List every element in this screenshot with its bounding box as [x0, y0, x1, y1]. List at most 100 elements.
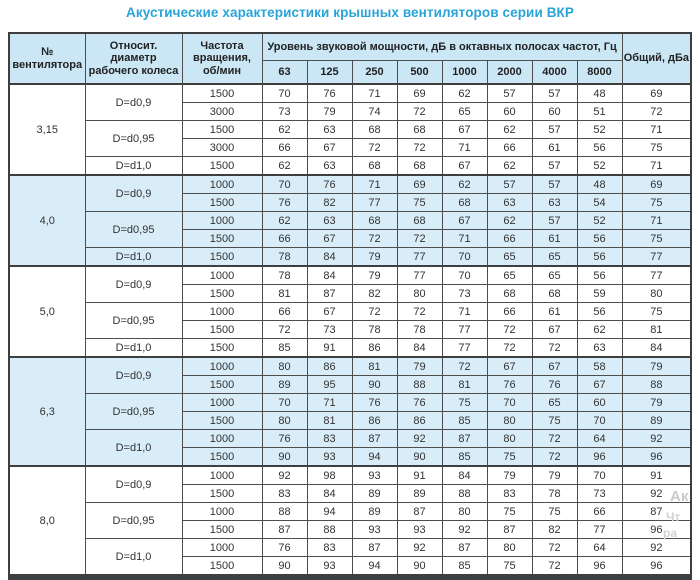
total-level-cell: 87: [621, 502, 692, 521]
sound-level-cell: 93: [396, 520, 443, 539]
sound-level-cell: 83: [261, 484, 308, 503]
sound-level-cell: 85: [441, 556, 488, 576]
sound-level-cell: 62: [441, 83, 488, 103]
table-row: D=d1,0 1500 78 84 79 77 70 65 65 56 77: [9, 247, 692, 267]
sound-level-cell: 90: [261, 556, 308, 576]
total-level-cell: 79: [621, 356, 692, 376]
total-level-cell: 92: [621, 538, 692, 557]
sound-level-cell: 71: [441, 302, 488, 321]
sound-level-cell: 63: [306, 120, 353, 139]
sound-level-cell: 66: [486, 229, 533, 248]
rpm-cell: 1500: [181, 447, 263, 467]
frequency-column-header: 2000: [486, 60, 533, 85]
sound-level-cell: 68: [351, 156, 398, 176]
sound-level-cell: 87: [441, 538, 488, 557]
sound-level-cell: 72: [486, 338, 533, 358]
rpm-cell: 1500: [181, 229, 263, 248]
sound-level-cell: 86: [351, 338, 398, 358]
rpm-cell: 1500: [181, 83, 263, 103]
sound-level-cell: 71: [306, 393, 353, 412]
sound-level-cell: 77: [396, 247, 443, 267]
table-row: 1500 90 93 94 90 85 75 72 96 96: [9, 556, 692, 576]
total-level-cell: 71: [621, 156, 692, 176]
sound-level-cell: 70: [576, 465, 623, 485]
rpm-cell: 1500: [181, 193, 263, 212]
table-row: D=d1,0 1000 76 83 87 92 87 80 72 64 92: [9, 429, 692, 467]
table-row: D=d0,95 1000 70 71 76 76 75 70 65 60 79: [9, 393, 692, 430]
sound-level-cell: 80: [261, 411, 308, 430]
sound-level-cell: 77: [441, 338, 488, 358]
sound-level-cell: 84: [306, 265, 353, 285]
sound-level-cell: 79: [486, 465, 533, 485]
sound-level-cell: 60: [486, 102, 533, 121]
sound-level-cell: 67: [531, 320, 578, 339]
sound-level-cell: 96: [576, 556, 623, 576]
sound-level-cell: 71: [351, 83, 398, 103]
rpm-cell: 1500: [181, 156, 263, 176]
total-level-cell: 80: [621, 284, 692, 303]
sound-level-cell: 76: [351, 393, 398, 412]
sound-level-cell: 73: [306, 320, 353, 339]
rpm-cell: 3000: [181, 138, 263, 157]
total-level-cell: 96: [621, 556, 692, 576]
sound-level-cell: 62: [486, 156, 533, 176]
sound-level-cell: 81: [306, 411, 353, 430]
sound-level-cell: 87: [486, 520, 533, 539]
sound-level-cell: 83: [486, 484, 533, 503]
rpm-cell: 1500: [181, 120, 263, 139]
sound-level-cell: 90: [261, 447, 308, 467]
sound-level-cell: 75: [486, 447, 533, 467]
sound-level-cell: 85: [261, 338, 308, 358]
page-title: Акустические характеристики крышных вент…: [125, 5, 574, 20]
sound-level-cell: 81: [261, 284, 308, 303]
sound-level-cell: 51: [576, 102, 623, 121]
sound-level-cell: 95: [306, 375, 353, 394]
table-row: 1500 80 81 86 86 85 80 75 70 89: [9, 411, 692, 430]
sound-level-cell: 76: [261, 429, 308, 448]
rpm-cell: 1500: [181, 556, 263, 576]
sound-level-cell: 72: [351, 229, 398, 248]
table-row: 1500 83 84 89 89 88 83 78 73 92: [9, 484, 692, 503]
table-row: 6,3 D=d0,9 1000 80 86 81 79 72 67 67 58 79: [8, 356, 692, 467]
diameter-cell: D=d1,0: [84, 338, 183, 358]
sound-level-cell: 57: [531, 120, 578, 139]
table-row: 4,0 D=d0,9 1000 70 76 71 69 62 57 57 48 69: [8, 174, 692, 267]
sound-level-cell: 68: [396, 156, 443, 176]
table-row: D=d0,95 1000 62 63 68 68 67 62 57 52 71: [9, 211, 692, 248]
sound-level-cell: 64: [576, 538, 623, 557]
total-level-cell: 96: [621, 447, 692, 467]
rpm-cell: 1000: [181, 302, 263, 321]
sound-level-cell: 75: [486, 556, 533, 576]
rpm-cell: 1500: [181, 338, 263, 358]
table-row: D=d0,95 1000 88 94 89 87 80 75 75 66 87: [9, 502, 692, 539]
sound-level-cell: 66: [261, 138, 308, 157]
sound-level-cell: 65: [486, 247, 533, 267]
sound-level-cell: 73: [576, 484, 623, 503]
frequency-column-header: 500: [396, 60, 443, 85]
diameter-cell: D=d0,95: [84, 393, 183, 430]
sound-level-cell: 67: [306, 138, 353, 157]
sound-level-cell: 67: [576, 375, 623, 394]
sound-level-cell: 90: [351, 375, 398, 394]
sound-level-cell: 90: [396, 556, 443, 576]
sound-level-cell: 88: [441, 484, 488, 503]
sound-level-cell: 76: [261, 193, 308, 212]
sound-level-cell: 67: [441, 120, 488, 139]
sound-level-cell: 78: [261, 247, 308, 267]
sound-level-cell: 75: [396, 193, 443, 212]
sound-level-cell: 69: [396, 174, 443, 194]
sound-level-cell: 94: [306, 502, 353, 521]
sound-level-cell: 57: [531, 211, 578, 230]
sound-level-cell: 61: [531, 229, 578, 248]
sound-level-cell: 87: [396, 502, 443, 521]
sound-level-cell: 68: [486, 284, 533, 303]
sound-level-cell: 88: [261, 502, 308, 521]
sound-level-cell: 79: [396, 356, 443, 376]
diameter-cell: D=d1,0: [84, 156, 183, 176]
sound-level-cell: 88: [396, 375, 443, 394]
sound-level-cell: 52: [576, 156, 623, 176]
frequency-column-header: 125: [306, 60, 353, 85]
table-row: 3000 73 79 74 72 65 60 60 51 72: [9, 102, 692, 121]
table-row: D=d0,95 1000 66 67 72 72 71 66 61 56 75: [9, 302, 692, 339]
cutoff-row-strip: [8, 574, 692, 580]
